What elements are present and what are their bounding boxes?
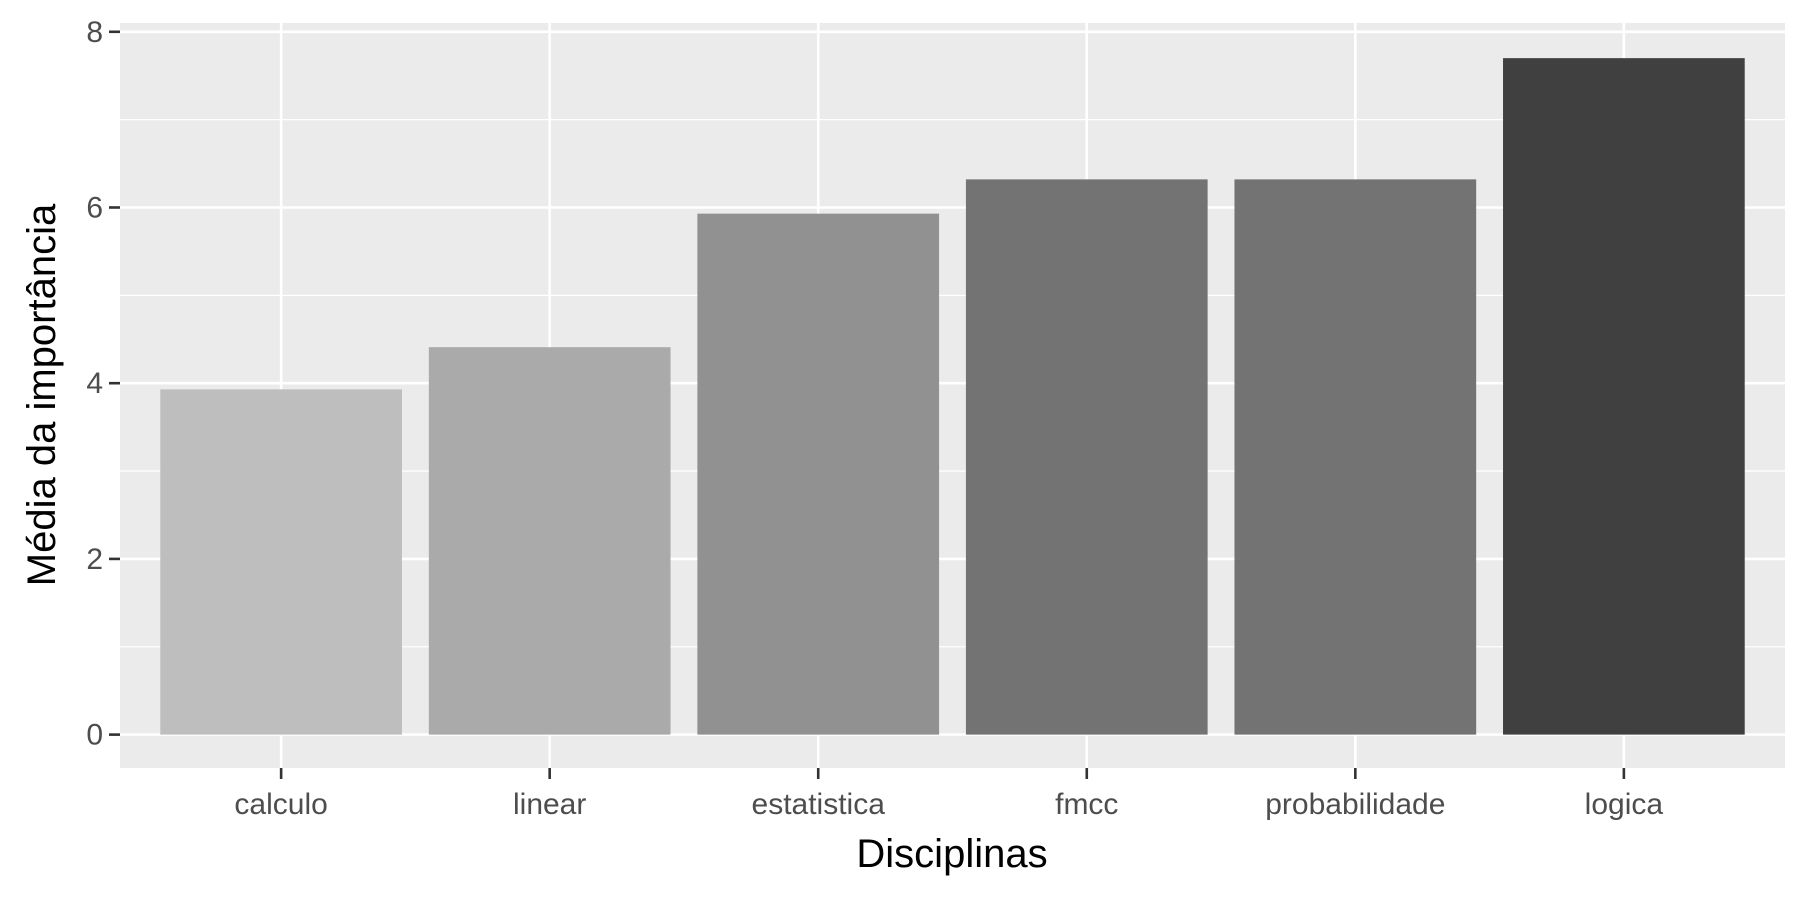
y-tick-label: 6 [86,191,103,224]
bar-estatistica [697,213,940,735]
x-tick-label-fmcc: fmcc [1055,788,1118,821]
x-tick-label-estatistica: estatistica [752,788,886,821]
y-tick-label: 2 [86,543,103,576]
x-axis: calculo linear estatistica fmcc probabilidad… [234,768,1663,821]
x-axis-title: Disciplinas [856,832,1047,876]
y-tick-label: 8 [86,16,103,49]
y-tick-label: 0 [86,719,103,752]
bar-logica [1503,58,1745,735]
bar-probabilidade [1234,179,1477,735]
bar-calculo [160,389,402,735]
y-tick-label: 4 [86,367,103,400]
x-tick-label-probabilidade: probabilidade [1265,788,1445,821]
y-axis: 0 2 4 6 8 [86,16,120,752]
x-tick-label-logica: logica [1585,788,1664,821]
y-axis-title: Média da importância [20,203,64,586]
x-tick-label-calculo: calculo [234,788,327,821]
bar-fmcc [965,179,1208,735]
x-tick-label-linear: linear [513,788,586,821]
bar-linear [428,347,671,735]
bars [160,58,1745,735]
